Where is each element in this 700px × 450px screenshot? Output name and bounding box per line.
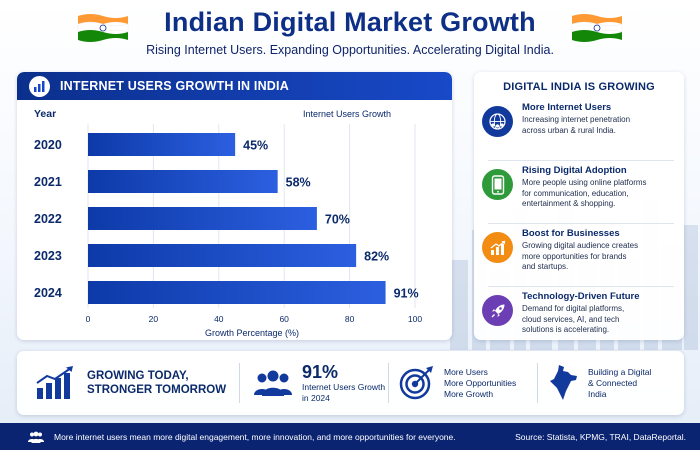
footer-source: Source: Statista, KPMG, TRAI, DataReport… bbox=[515, 432, 686, 442]
bar-2020 bbox=[88, 133, 236, 156]
category-label: 2022 bbox=[34, 212, 62, 226]
users-globe-icon bbox=[482, 106, 513, 137]
summary-band: GROWING TODAY, STRONGER TOMORROW 91% Int… bbox=[17, 351, 684, 415]
feature-title: Rising Digital Adoption bbox=[522, 165, 627, 176]
growth-stat-block: 91% Internet Users Growth in 2024 bbox=[253, 351, 393, 415]
x-tick-label: 40 bbox=[214, 314, 224, 324]
feature-boost-for-businesses: Boost for Businesses Growing digital aud… bbox=[482, 228, 678, 284]
footer-message: More internet users mean more digital en… bbox=[54, 431, 456, 442]
divider bbox=[388, 363, 389, 403]
feature-technology-driven-future: Technology-Driven Future Demand for digi… bbox=[482, 291, 678, 347]
page-header: Indian Digital Market Growth Rising Inte… bbox=[0, 0, 700, 66]
target-line: More Users bbox=[444, 366, 488, 377]
growth-stat-value: 91% bbox=[302, 362, 339, 382]
feature-desc-line: Demand for digital platforms, bbox=[522, 304, 625, 313]
feature-desc-line: Increasing internet penetration bbox=[522, 115, 631, 124]
people-icon bbox=[28, 431, 44, 443]
bar-2022 bbox=[88, 207, 317, 230]
category-label: 2023 bbox=[34, 249, 62, 263]
india-flag-icon bbox=[77, 14, 129, 42]
feature-title: More Internet Users bbox=[522, 102, 612, 113]
bar-2023 bbox=[88, 244, 357, 267]
feature-desc-line: More people using online platforms bbox=[522, 178, 647, 187]
india-line: India bbox=[588, 388, 607, 399]
chart-card-header: INTERNET USERS GROWTH IN INDIA bbox=[17, 72, 452, 100]
target-line: More Growth bbox=[444, 388, 494, 399]
connected-india-block: Building a Digital & Connected India bbox=[549, 351, 679, 415]
digital-india-title: DIGITAL INDIA IS GROWING bbox=[503, 81, 655, 93]
feature-desc-line: cloud services, AI, and tech bbox=[522, 314, 620, 324]
chart-card-heading: INTERNET USERS GROWTH IN INDIA bbox=[60, 79, 289, 93]
india-line: & Connected bbox=[588, 377, 638, 388]
divider bbox=[239, 363, 240, 403]
x-tick-label: 0 bbox=[86, 314, 91, 324]
feature-desc-line: Growing digital audience creates bbox=[522, 241, 639, 250]
divider bbox=[537, 363, 538, 403]
feature-desc-line: for communication, education, bbox=[522, 188, 629, 198]
bar-value-label: 45% bbox=[243, 139, 268, 153]
feature-more-internet-users: More Internet Users Increasing internet … bbox=[482, 102, 678, 158]
target-block: More Users More Opportunities More Growt… bbox=[399, 351, 539, 415]
category-label: 2020 bbox=[34, 138, 62, 152]
category-header: Year bbox=[34, 108, 56, 120]
bar-2021 bbox=[88, 170, 278, 193]
target-line: More Opportunities bbox=[444, 377, 517, 388]
growth-stat-desc: Internet Users Growth bbox=[302, 382, 386, 392]
category-label: 2021 bbox=[34, 175, 62, 189]
bar-value-label: 91% bbox=[394, 287, 419, 301]
x-tick-label: 20 bbox=[149, 314, 159, 324]
smartphone-icon bbox=[482, 169, 513, 200]
target-icon bbox=[399, 366, 433, 400]
chart-card: INTERNET USERS GROWTH IN INDIA Year Inte… bbox=[17, 72, 452, 340]
feature-rising-digital-adoption: Rising Digital Adoption More people usin… bbox=[482, 165, 678, 221]
divider bbox=[488, 223, 674, 224]
divider bbox=[488, 160, 674, 161]
bar-value-label: 58% bbox=[286, 176, 311, 190]
series-header: Internet Users Growth bbox=[303, 109, 391, 119]
x-tick-label: 60 bbox=[279, 314, 289, 324]
people-group-icon bbox=[254, 370, 292, 396]
x-axis-label: Growth Percentage (%) bbox=[205, 328, 299, 338]
growing-today-block: GROWING TODAY, STRONGER TOMORROW bbox=[35, 351, 240, 415]
growing-line: GROWING TODAY, bbox=[87, 370, 189, 382]
growing-line: STRONGER TOMORROW bbox=[87, 384, 227, 396]
india-flag-icon bbox=[571, 14, 623, 42]
bar-2024 bbox=[88, 281, 386, 304]
growth-arrow-icon bbox=[482, 232, 513, 263]
category-label: 2024 bbox=[34, 286, 62, 300]
bar-chart-icon bbox=[29, 75, 50, 97]
feature-title: Boost for Businesses bbox=[522, 228, 620, 239]
rising-bars-icon bbox=[36, 366, 73, 399]
india-line: Building a Digital bbox=[588, 366, 652, 377]
bar-chart: Year Internet Users Growth 2020 45% 2021 58… bbox=[34, 108, 422, 338]
bar-value-label: 70% bbox=[325, 213, 350, 227]
feature-title: Technology-Driven Future bbox=[522, 291, 640, 302]
feature-desc-line: entertainment & shopping. bbox=[522, 199, 616, 208]
page-subtitle: Rising Internet Users. Expanding Opportu… bbox=[146, 43, 554, 57]
x-tick-label: 100 bbox=[408, 314, 422, 324]
x-tick-label: 80 bbox=[345, 314, 355, 324]
divider bbox=[488, 286, 674, 287]
rocket-icon bbox=[482, 295, 513, 326]
growth-stat-desc: in 2024 bbox=[302, 393, 330, 403]
feature-desc-line: and startups. bbox=[522, 262, 569, 271]
page-title: Indian Digital Market Growth bbox=[164, 7, 536, 37]
digital-india-card: DIGITAL INDIA IS GROWING More Internet U… bbox=[474, 72, 684, 340]
footer-bar: More internet users mean more digital en… bbox=[0, 423, 700, 450]
feature-desc-line: solutions is accelerating. bbox=[522, 325, 610, 334]
feature-desc-line: more opportunities for brands bbox=[522, 251, 627, 261]
india-map-icon bbox=[550, 365, 577, 400]
bar-value-label: 82% bbox=[364, 250, 389, 264]
feature-desc-line: across urban & rural India. bbox=[522, 125, 616, 135]
